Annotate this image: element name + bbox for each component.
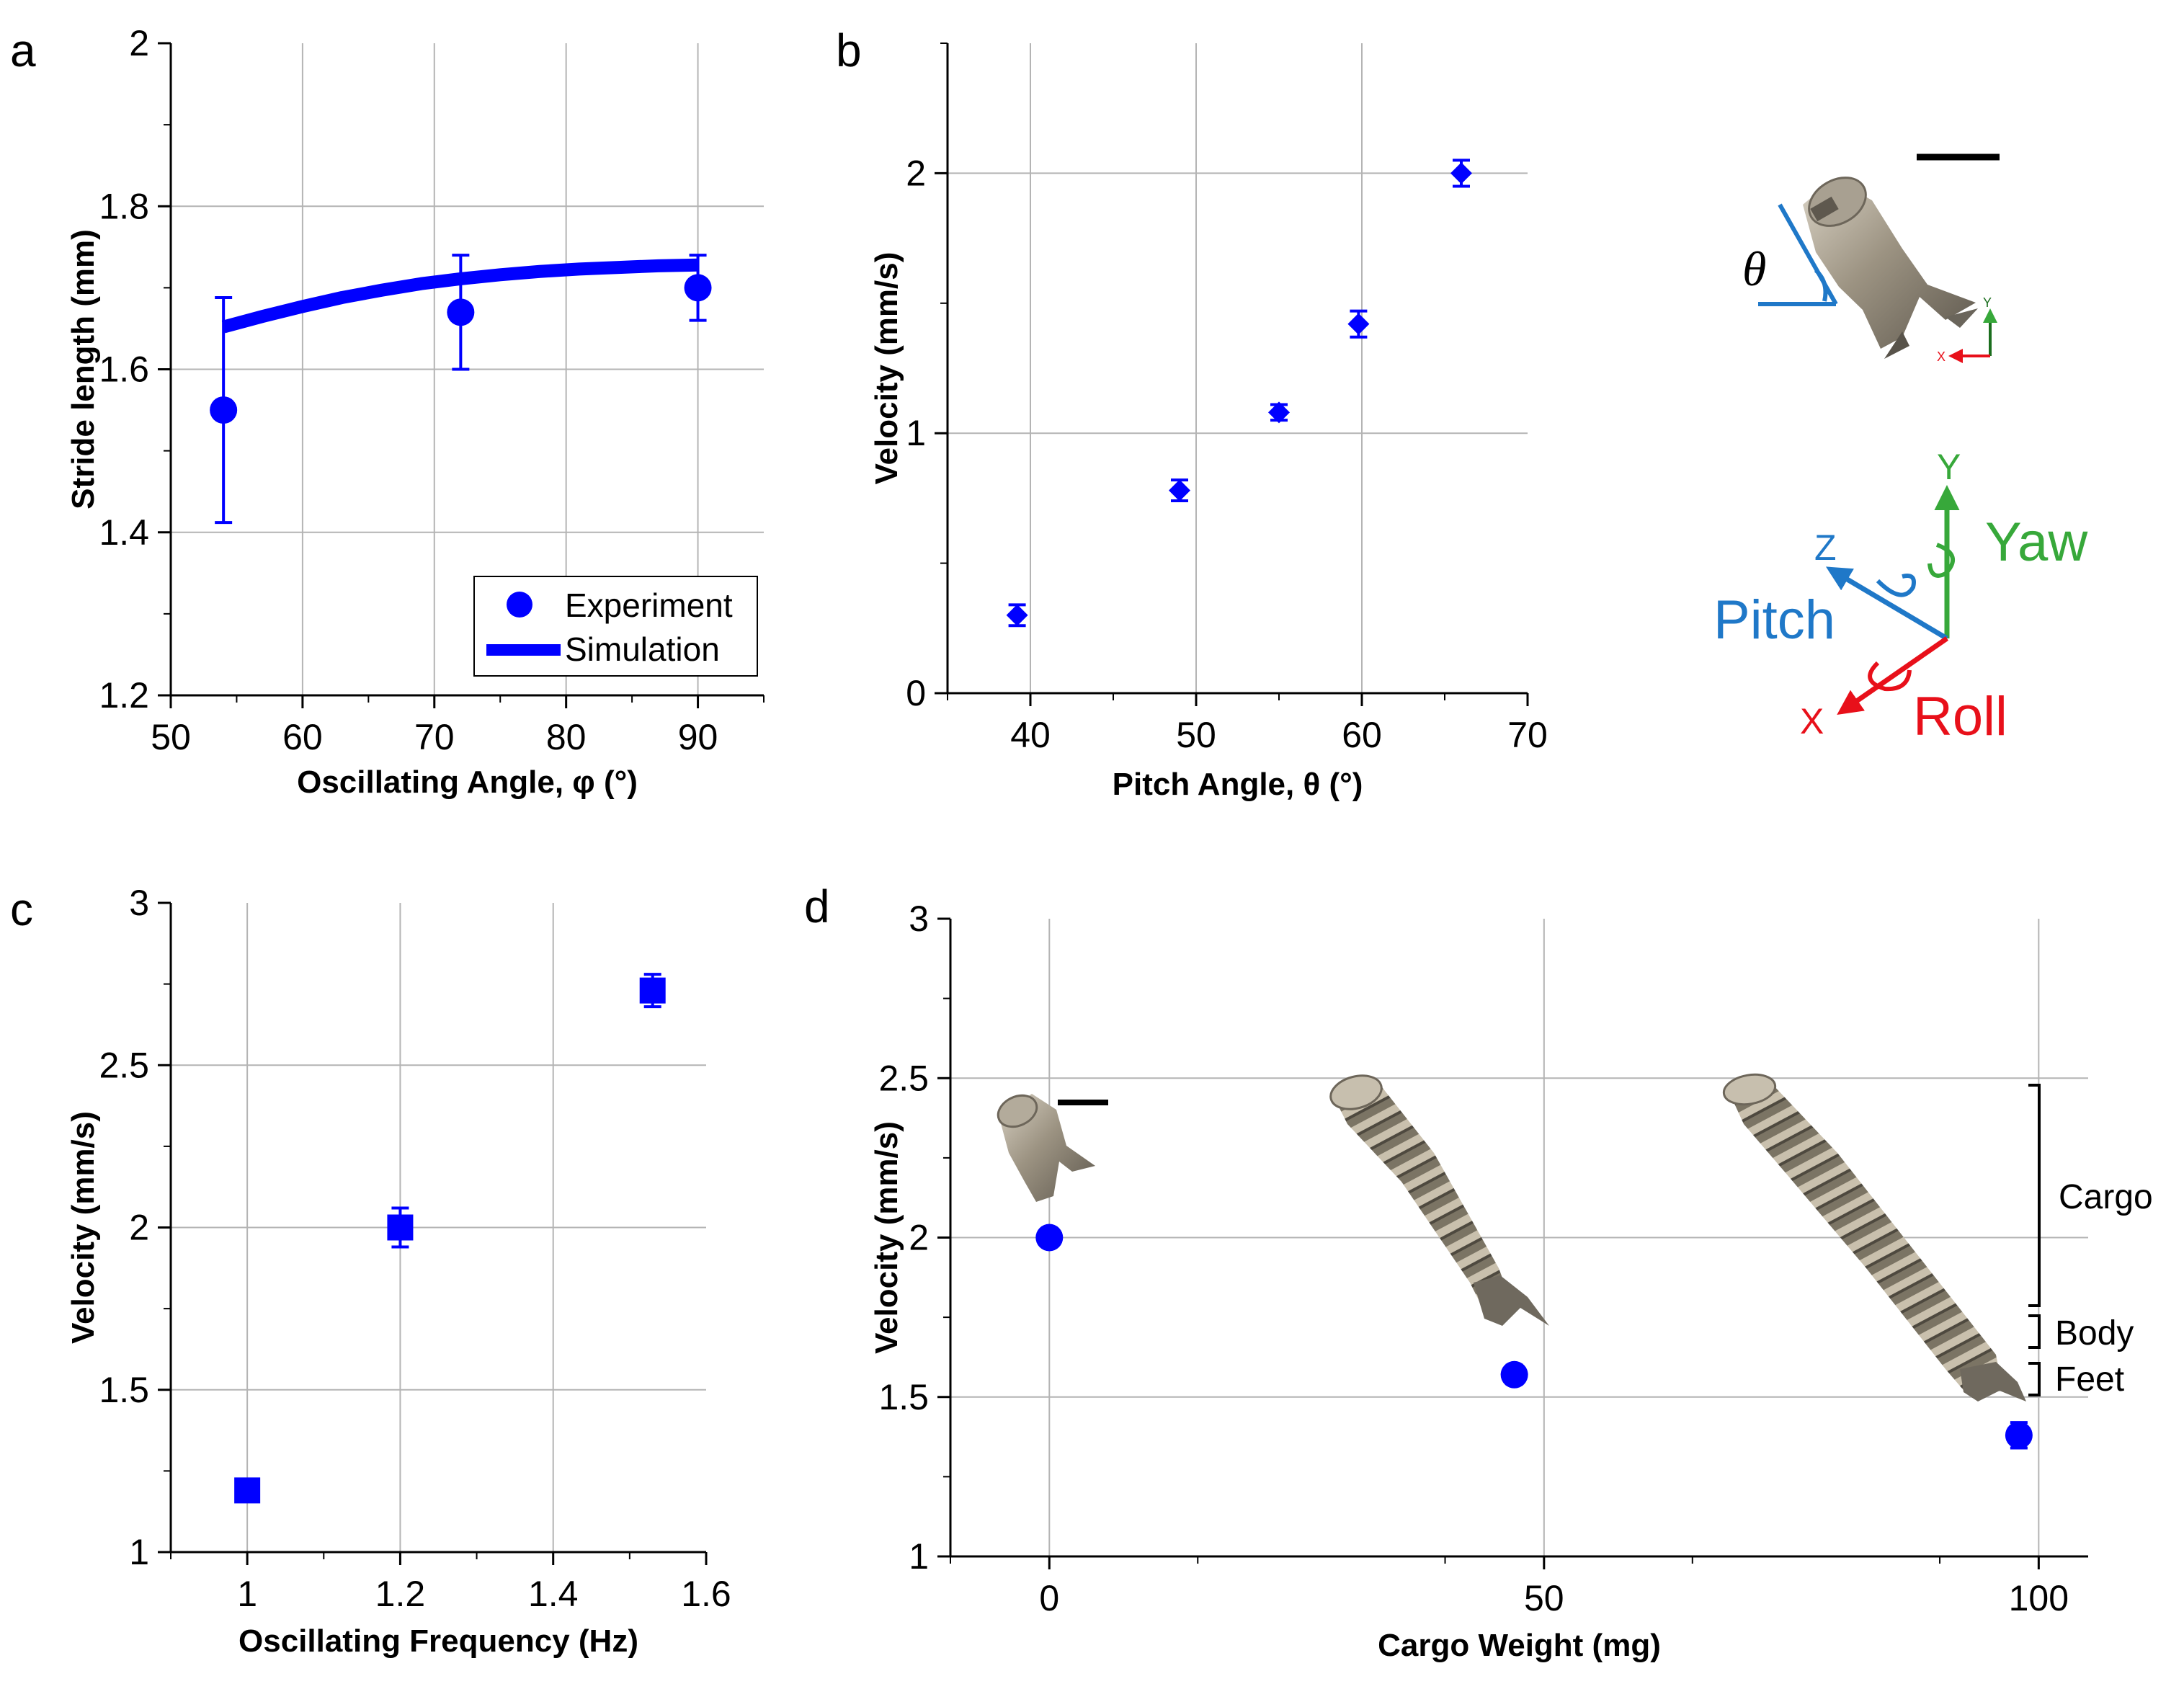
tiny-x-label: X xyxy=(1937,349,1945,364)
x-tick-label: 60 xyxy=(282,717,323,757)
data-point xyxy=(210,396,238,424)
x-tick-label: 1 xyxy=(237,1574,257,1614)
x-axis-label: Oscillating Frequency (Hz) xyxy=(239,1623,638,1659)
y-tick-label: 1.6 xyxy=(99,349,149,390)
x-axis-label: X xyxy=(1800,701,1824,741)
data-point xyxy=(1169,479,1190,502)
y-tick-label: 2 xyxy=(909,1218,929,1258)
x-axis-label: Cargo Weight (mg) xyxy=(1378,1628,1661,1663)
x-axis-label: Pitch Angle, θ (°) xyxy=(1113,767,1363,802)
data-point xyxy=(1450,162,1472,184)
annotation-feet: Feet xyxy=(2055,1360,2124,1399)
y-tick-label: 0 xyxy=(906,673,926,713)
panel-a: a 50 60 70 80 90 1.2 1.4 1.6 1.8 2 Oscillating Ang… xyxy=(10,23,765,800)
data-point xyxy=(1500,1360,1528,1389)
panel-label-b: b xyxy=(836,24,862,76)
z-axis-label: Z xyxy=(1814,527,1837,568)
angle-theta-label: θ xyxy=(1742,241,1766,296)
x-tick-label: 1.2 xyxy=(375,1574,426,1614)
x-axis-label: Oscillating Angle, φ (°) xyxy=(297,765,638,800)
y-tick-label: 1.8 xyxy=(99,186,149,226)
legend-marker-experiment xyxy=(507,592,532,618)
series-line-simulation xyxy=(221,258,698,334)
y-tick-label: 1 xyxy=(906,413,926,453)
x-tick-label: 70 xyxy=(414,717,455,757)
x-tick-label: 50 xyxy=(1176,715,1216,755)
panel-b: b 40 50 60 70 0 1 2 Pitch Angle, θ (°) Velocity … xyxy=(836,24,2088,802)
data-point xyxy=(447,298,475,326)
bracket-feet xyxy=(2028,1362,2041,1396)
legend-label-experiment: Experiment xyxy=(565,587,733,624)
robot-photo-inset: θ Y X xyxy=(1742,153,2000,364)
bracket-cargo xyxy=(2028,1084,2041,1307)
x-tick-label: 40 xyxy=(1010,715,1051,755)
y-axis-label: Y xyxy=(1937,447,1961,487)
y-tick-label: 1 xyxy=(129,1532,149,1572)
x-tick-label: 1.6 xyxy=(681,1574,731,1614)
x-tick-label: 70 xyxy=(1507,715,1548,755)
panel-label-c: c xyxy=(10,883,33,935)
y-tick-label: 1.5 xyxy=(878,1377,929,1417)
y-axis-label: Velocity (mm/s) xyxy=(66,1111,101,1344)
x-tick-label: 60 xyxy=(1342,715,1382,755)
tiny-axes: Y X xyxy=(1937,295,1997,364)
legend: Experiment Simulation xyxy=(473,576,758,677)
x-tick-label: 100 xyxy=(2009,1578,2069,1618)
x-tick-label: 0 xyxy=(1039,1578,1059,1618)
x-tick-label: 50 xyxy=(1524,1578,1564,1618)
panel-label-a: a xyxy=(10,24,36,76)
data-point xyxy=(1035,1224,1064,1252)
y-tick-label: 3 xyxy=(909,899,929,939)
panel-d: d 0 50 100 1 1.5 2 2.5 3 Cargo Weight (mg) Veloci… xyxy=(804,881,2153,1663)
annotation-cargo: Cargo xyxy=(2059,1178,2153,1216)
data-point xyxy=(1268,401,1290,424)
y-tick-label: 1.5 xyxy=(99,1370,149,1410)
yaw-rotation-arrow xyxy=(1927,543,1955,578)
data-point xyxy=(2005,1421,2033,1449)
robot-photo xyxy=(1803,177,1978,359)
roll-rotation-arrow xyxy=(1868,661,1912,692)
roll-label: Roll xyxy=(1913,686,2007,747)
x-tick-label: 90 xyxy=(678,717,718,757)
y-tick-label: 2 xyxy=(129,23,149,63)
z-axis-arrow xyxy=(1825,566,1948,641)
bracket-annotations: Cargo Body Feet xyxy=(2028,1084,2153,1399)
robot-photo-medium xyxy=(1329,1074,1549,1326)
angle-arc xyxy=(1814,268,1828,302)
x-tick-label: 50 xyxy=(151,717,191,757)
x-axis-arrow xyxy=(1837,636,1948,715)
legend-label-simulation: Simulation xyxy=(565,630,720,668)
y-tick-label: 2.5 xyxy=(878,1058,929,1098)
axes-diagram: Y Z X Yaw Pitch Roll xyxy=(1713,447,2088,747)
pitch-rotation-arrow xyxy=(1876,574,1916,597)
y-tick-label: 1.4 xyxy=(99,512,149,553)
data-point xyxy=(1347,313,1370,335)
data-point xyxy=(1006,604,1028,626)
y-tick-label: 1.2 xyxy=(99,675,149,716)
y-tick-label: 2 xyxy=(129,1208,149,1248)
tiny-y-label: Y xyxy=(1983,295,1992,310)
x-tick-label: 1.4 xyxy=(528,1574,579,1614)
y-axis-label: Velocity (mm/s) xyxy=(869,252,904,485)
robot-photo-large xyxy=(1722,1073,2026,1401)
y-tick-label: 2.5 xyxy=(99,1045,149,1085)
data-point xyxy=(387,1214,414,1241)
annotation-body: Body xyxy=(2055,1314,2134,1352)
data-point xyxy=(234,1477,261,1504)
robot-photo-small xyxy=(997,1094,1108,1202)
y-axis-label: Stride length (mm) xyxy=(66,229,101,509)
x-tick-label: 80 xyxy=(546,717,587,757)
data-point xyxy=(639,977,666,1004)
y-axis-label: Velocity (mm/s) xyxy=(869,1121,904,1354)
y-tick-label: 3 xyxy=(129,883,149,923)
y-tick-label: 1 xyxy=(909,1536,929,1577)
yaw-label: Yaw xyxy=(1985,512,2088,573)
bracket-body xyxy=(2028,1314,2041,1349)
y-tick-label: 2 xyxy=(906,153,926,193)
panel-c: c 1 1.2 1.4 1.6 1 1.5 2 2.5 3 Oscillating Frequen… xyxy=(10,883,731,1659)
panel-label-d: d xyxy=(804,881,830,932)
pitch-label: Pitch xyxy=(1713,589,1835,651)
data-point xyxy=(684,274,712,302)
